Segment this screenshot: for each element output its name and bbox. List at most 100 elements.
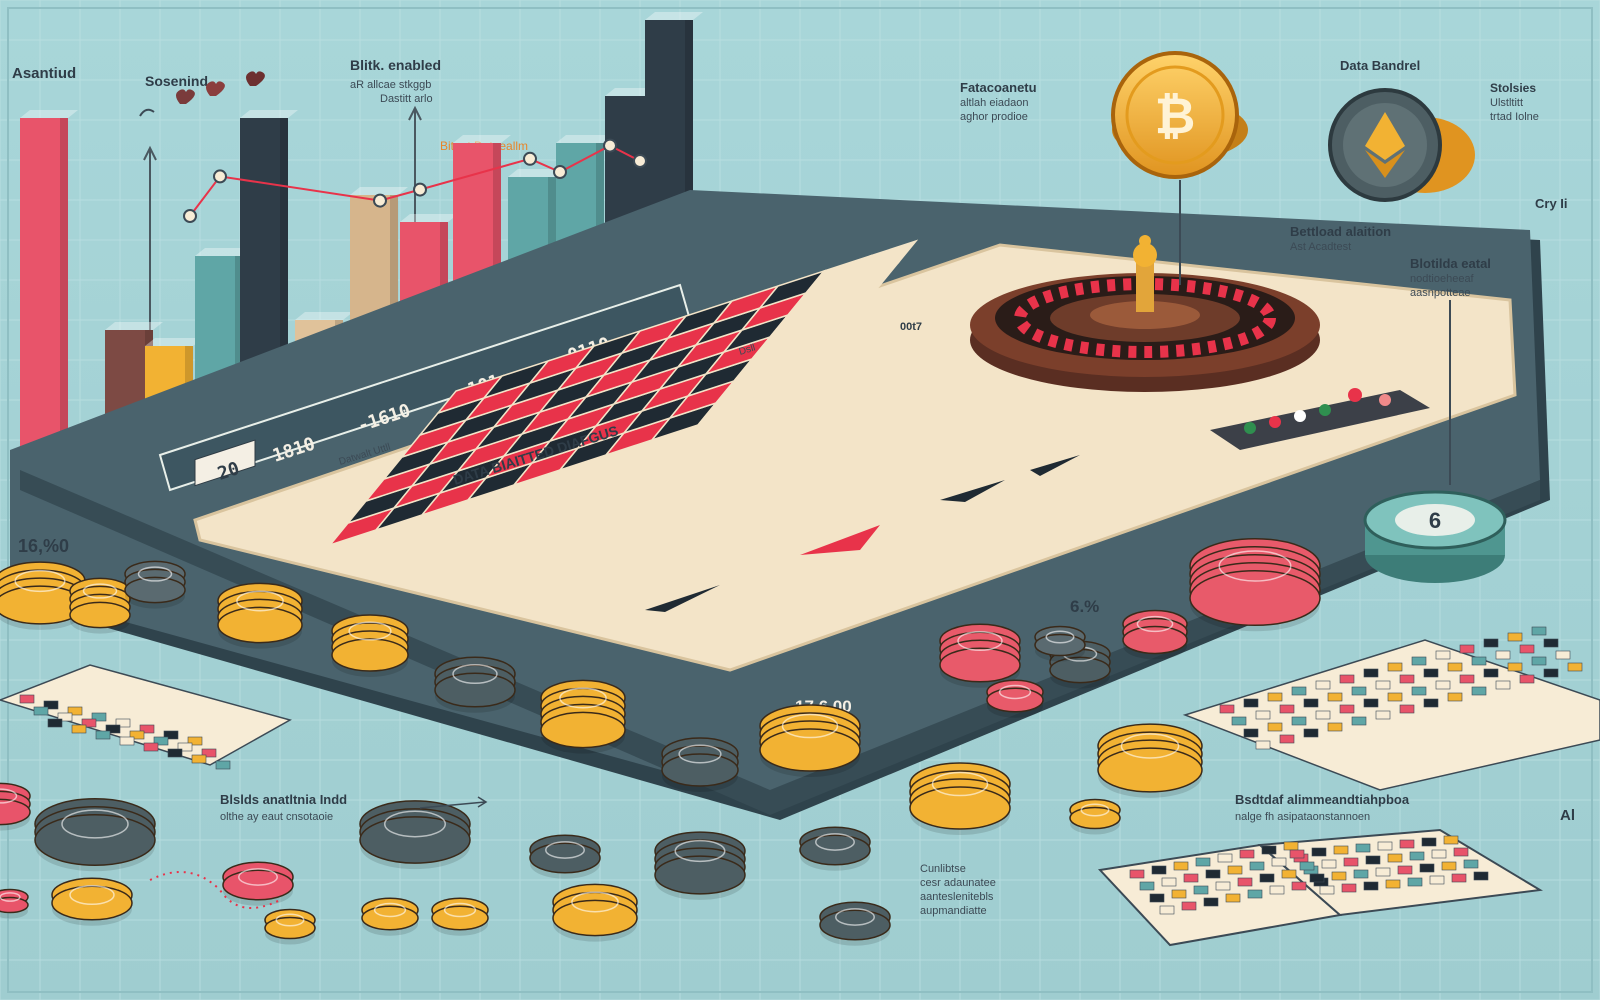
chip-ring <box>443 902 477 918</box>
chip-ring <box>0 788 18 804</box>
bar-top <box>400 214 458 222</box>
chip-ring <box>674 839 726 863</box>
chip <box>1034 633 1086 657</box>
bottom-center-3: aanteslenitebls <box>920 891 994 903</box>
slip-cell <box>1239 849 1255 859</box>
line-series <box>189 144 641 217</box>
slip-cell <box>1519 644 1535 654</box>
slip-cell <box>1289 849 1305 859</box>
slip-cell <box>1309 873 1325 883</box>
control-button <box>1269 416 1281 428</box>
slip-cell <box>1319 885 1335 895</box>
line-point <box>183 209 197 223</box>
slip-cell <box>1271 857 1287 867</box>
slip-cell <box>1363 668 1379 678</box>
slip-cell <box>1407 877 1423 887</box>
right-top-2: Stolsies <box>1490 81 1536 95</box>
triangle-marker-icon <box>1030 455 1080 476</box>
slip-cell <box>1473 871 1489 881</box>
control-button <box>1319 404 1331 416</box>
line-point <box>213 169 227 184</box>
chip-ring <box>1136 615 1174 633</box>
chip-ring <box>559 687 607 709</box>
slip-cell <box>1217 853 1233 863</box>
slip-cell <box>1495 680 1511 690</box>
slip-cell <box>1267 722 1283 732</box>
chip-stack <box>0 782 31 831</box>
bar-top <box>105 322 163 330</box>
chip-ring <box>348 621 392 641</box>
label-top-left-2: Sosenind <box>145 73 208 89</box>
chip-ring <box>0 892 21 902</box>
slip-cell <box>1303 728 1319 738</box>
slip-cell <box>1483 668 1499 678</box>
chip <box>361 905 419 931</box>
slip-cell <box>1351 716 1367 726</box>
slip-cell <box>1411 686 1427 696</box>
dotted-line <box>149 871 281 909</box>
line-point <box>523 151 537 166</box>
chip-ring <box>571 891 619 913</box>
slip-cell <box>1215 881 1231 891</box>
chart-title-1: Blitk. enabled <box>350 57 441 73</box>
slip-cell <box>1283 841 1299 851</box>
chip-stack <box>909 762 1011 835</box>
slip-cell <box>1203 897 1219 907</box>
slip-cell <box>1507 662 1523 672</box>
bar-side <box>235 256 243 440</box>
chip <box>331 638 409 672</box>
chip-stack <box>434 656 516 713</box>
chip-ring <box>137 566 173 582</box>
chip-stack <box>799 826 871 871</box>
slip-cell <box>1375 710 1391 720</box>
chip <box>217 606 303 644</box>
arrow-icon <box>419 796 488 809</box>
bar-side <box>60 118 68 470</box>
slip-cell <box>1225 893 1241 903</box>
bottom-right-2: nalge fh asipataonstannoen <box>1235 811 1370 823</box>
right-mid-3: Blotilda eatal <box>1410 256 1491 271</box>
chip-ring <box>781 713 839 739</box>
slip-cell <box>167 748 183 758</box>
bar-side <box>493 143 501 375</box>
slip-cell <box>1353 869 1369 879</box>
bottom-left-1: Blslds anatltnia Indd <box>220 792 347 807</box>
slip-cell <box>1399 839 1415 849</box>
slip-cell <box>1291 881 1307 891</box>
slip-cell <box>1333 845 1349 855</box>
slip-cell <box>1375 680 1391 690</box>
slip-cell <box>1339 704 1355 714</box>
slip-cell <box>191 754 207 764</box>
slip-cell <box>1269 885 1285 895</box>
center-top-3: aghor prodioe <box>960 111 1028 123</box>
bottom-center-1: Cunlibtse <box>920 863 966 875</box>
chip-stack <box>819 901 891 946</box>
slip-cell <box>1431 849 1447 859</box>
bar-top <box>350 187 408 195</box>
slip-cell <box>1181 901 1197 911</box>
slip-cell <box>1375 867 1391 877</box>
control-button <box>1348 388 1362 402</box>
chip-stack <box>124 560 186 609</box>
chip-stack <box>654 831 746 900</box>
slip-cell <box>1397 865 1413 875</box>
slip-cell <box>1291 686 1307 696</box>
chip-ring <box>998 684 1032 700</box>
slip-cell <box>1567 662 1583 672</box>
slip-cell <box>1435 680 1451 690</box>
roulette-number-grid <box>327 239 919 547</box>
chip-ring <box>373 902 407 918</box>
chip-stack <box>217 582 303 649</box>
chip <box>654 855 746 895</box>
center-top-1: Fatacoanetu <box>960 80 1037 95</box>
chip-ring <box>275 913 305 927</box>
triangle-marker-icon <box>940 480 1005 502</box>
chip <box>540 711 626 749</box>
slip-cell <box>1341 883 1357 893</box>
slip-cell <box>1411 656 1427 666</box>
chip <box>1122 625 1188 655</box>
curl-icon <box>139 108 155 117</box>
bar-side <box>280 118 288 430</box>
chip <box>552 899 638 937</box>
chip-ring <box>238 868 278 886</box>
